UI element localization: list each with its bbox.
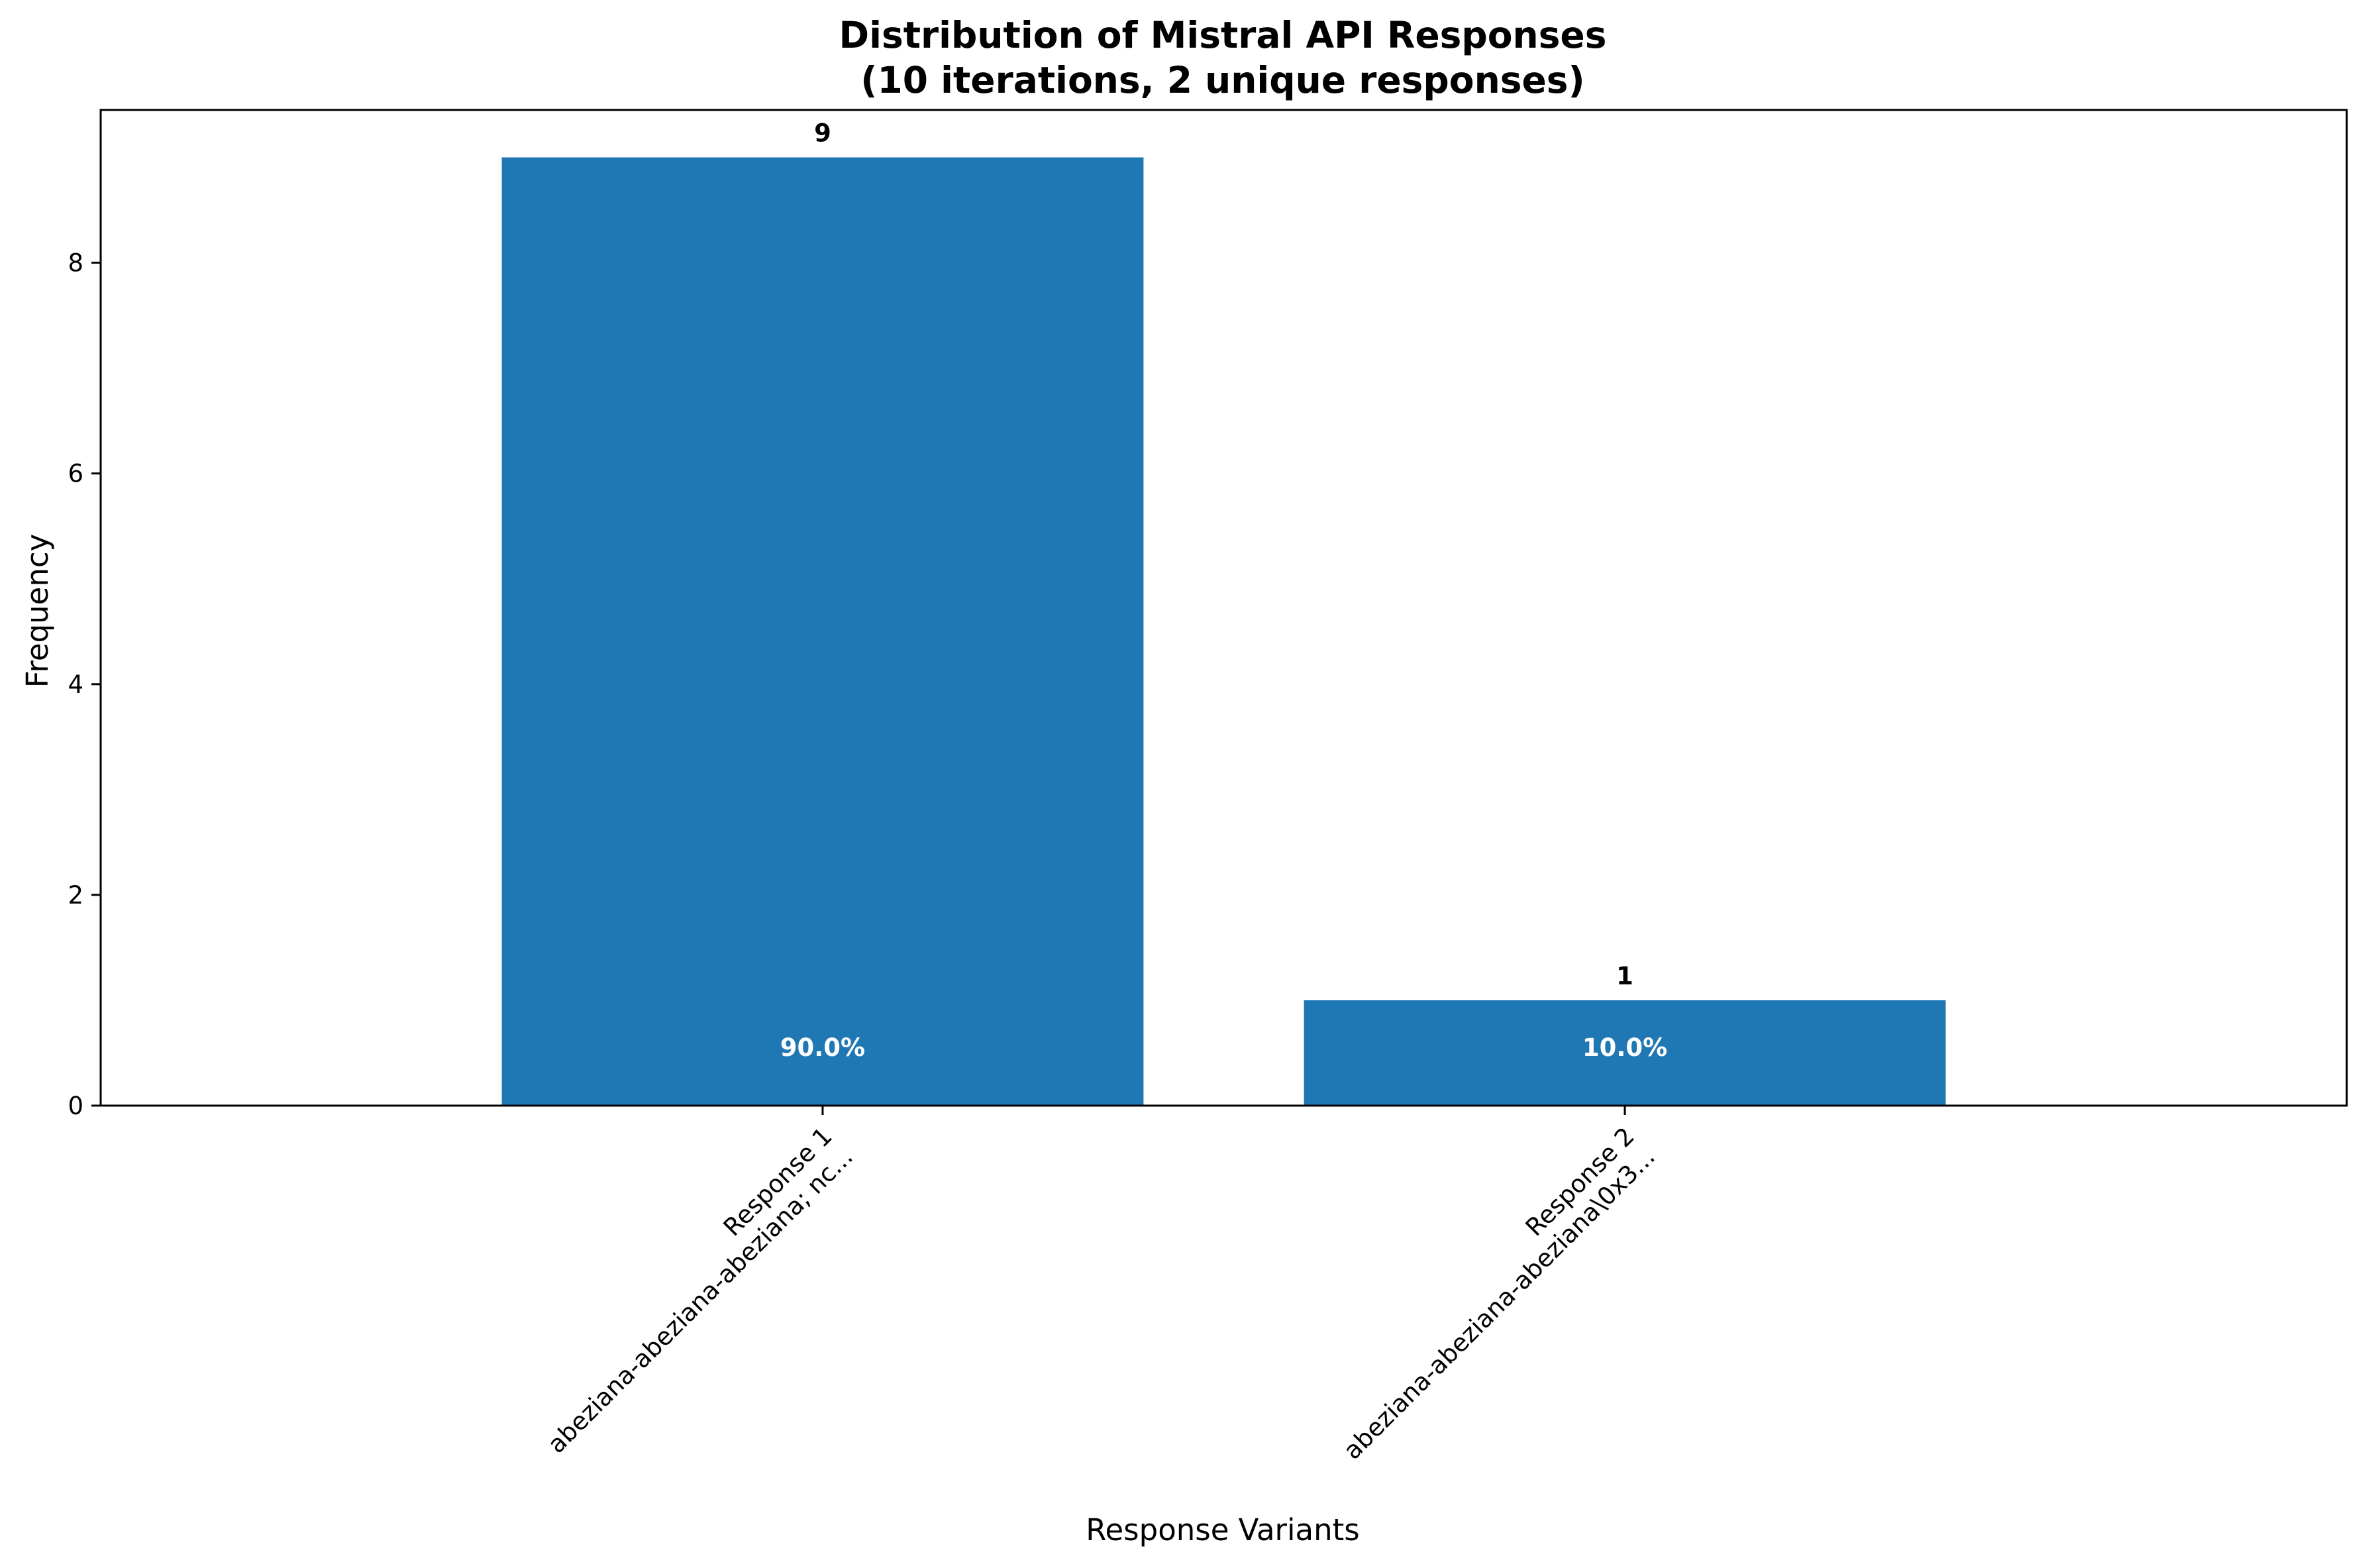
plot-frame	[99, 109, 2348, 1107]
plot-area: 9 90.0% 1 10.0% 0 2 4 6 8 Response 1abeziana-abez…	[68, 109, 2348, 1465]
y-tick-label: 6	[68, 460, 83, 488]
x-tick-label-line: abeziana-abeziana-abeziana; nc...	[542, 1143, 858, 1459]
bar-2	[1304, 1000, 1946, 1106]
x-tick-label-line: abeziana-abeziana-abeziana\0x3...	[1338, 1143, 1661, 1465]
bar-1	[501, 157, 1144, 1106]
bar-percent-label-2: 10.0%	[1582, 1033, 1667, 1062]
x-tick-label-2: Response 2abeziana-abeziana-abeziana\0x3…	[1338, 1122, 1661, 1465]
y-tick-label: 4	[68, 670, 83, 699]
chart-title: Distribution of Mistral API Responses	[839, 14, 1607, 56]
x-axis-label: Response Variants	[1086, 1512, 1359, 1547]
bar-value-label-1: 9	[814, 119, 831, 148]
y-tick-label: 0	[68, 1092, 83, 1120]
y-axis-label: Frequency	[20, 534, 55, 688]
bar-value-label-2: 1	[1616, 962, 1633, 990]
bar-percent-label-1: 90.0%	[780, 1033, 865, 1062]
y-tick-label: 8	[68, 249, 83, 278]
chart-subtitle: (10 iterations, 2 unique responses)	[860, 59, 1584, 101]
y-tick-label: 2	[68, 881, 83, 910]
